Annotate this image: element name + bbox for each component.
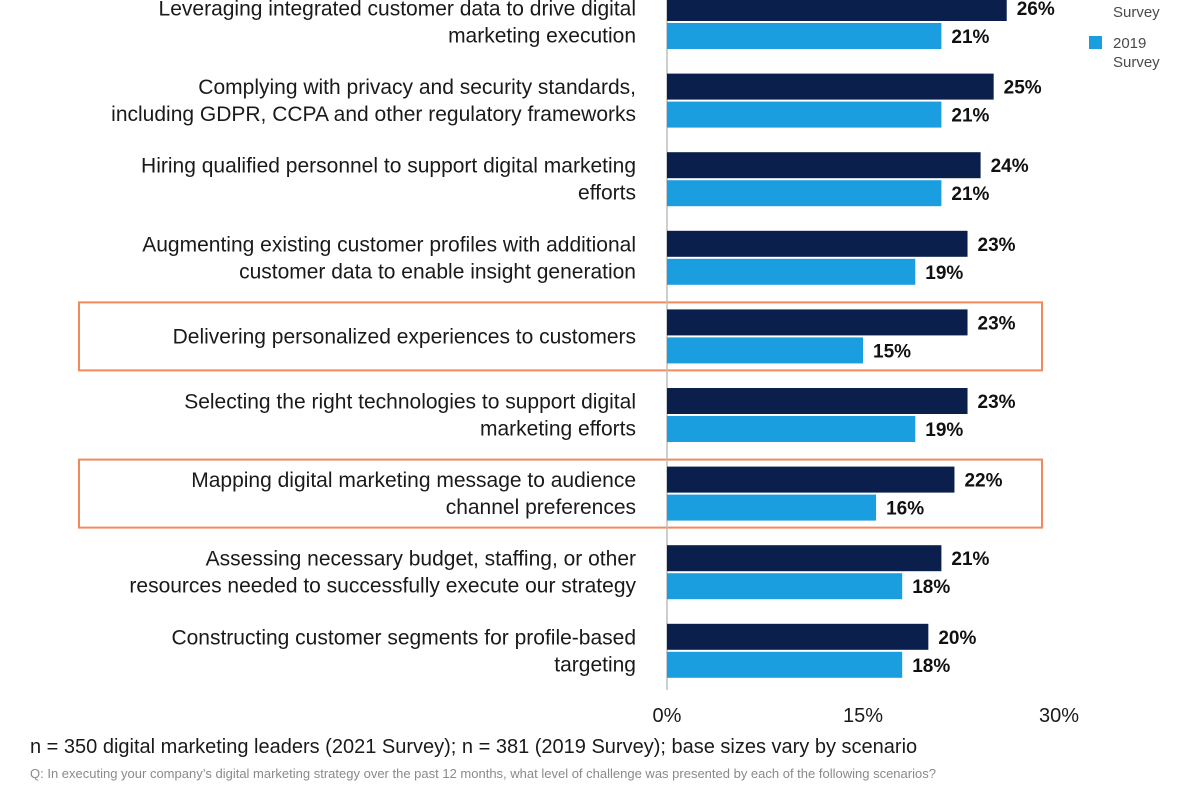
bar-2021 — [667, 623, 929, 650]
bar-2019 — [667, 337, 863, 364]
bar-2021 — [667, 545, 942, 572]
value-label-2019: 18% — [912, 577, 950, 598]
legend-label-2019: 2019 Survey — [1113, 35, 1160, 71]
category-label-line: including GDPR, CCPA and other regulator… — [111, 103, 636, 126]
bar-2021 — [667, 152, 981, 179]
value-label-2019: 21% — [951, 184, 989, 205]
category-label-line: customer data to enable insight generati… — [239, 260, 636, 283]
category-label: Complying with privacy and security stan… — [111, 76, 636, 126]
bar-2021 — [667, 73, 994, 100]
category-label-line: Selecting the right technologies to supp… — [184, 391, 636, 414]
value-label-2021: 20% — [938, 628, 976, 649]
value-label-2021: 26% — [1017, 0, 1055, 20]
value-label-2019: 19% — [925, 263, 963, 284]
category-label-line: Assessing necessary budget, staffing, or… — [206, 548, 636, 571]
value-label-2021: 23% — [978, 235, 1016, 256]
value-label-2019: 15% — [873, 341, 911, 362]
highlight-box — [78, 458, 1043, 529]
category-label-line: marketing efforts — [480, 418, 636, 441]
bar-2021 — [667, 466, 955, 493]
bar-2019 — [667, 573, 903, 600]
survey-question-note: Q: In executing your company’s digital m… — [30, 766, 936, 781]
legend-swatch-2019 — [1089, 36, 1102, 49]
category-label-line: resources needed to successfully execute… — [129, 575, 636, 598]
x-tick-label: 15% — [843, 705, 883, 727]
category-label-line: marketing execution — [448, 25, 636, 48]
value-label-2021: 22% — [964, 471, 1002, 492]
category-label: Assessing necessary budget, staffing, or… — [129, 548, 636, 598]
bar-2019 — [667, 494, 877, 521]
category-label: Leveraging integrated customer data to d… — [159, 0, 636, 48]
category-label-line: channel preferences — [446, 496, 636, 519]
category-label-line: Hiring qualified personnel to support di… — [141, 155, 636, 178]
value-label-2019: 21% — [951, 106, 989, 127]
category-label-line: Delivering personalized experiences to c… — [173, 325, 636, 348]
legend-label-line: 2019 — [1113, 35, 1146, 52]
bar-2021 — [667, 309, 968, 336]
bar-2019 — [667, 416, 916, 442]
value-label-2019: 19% — [925, 420, 963, 441]
value-label-2021: 25% — [1004, 78, 1042, 99]
sample-size-note: n = 350 digital marketing leaders (2021 … — [30, 736, 918, 758]
value-label-2019: 16% — [886, 499, 924, 520]
x-tick-label: 0% — [653, 705, 682, 727]
value-label-2021: 21% — [951, 549, 989, 570]
category-label: Delivering personalized experiences to c… — [173, 325, 636, 348]
category-label-line: targeting — [554, 653, 636, 676]
category-label-line: Leveraging integrated customer data to d… — [159, 0, 636, 21]
bar-2019 — [667, 101, 942, 128]
category-label: Mapping digital marketing message to aud… — [191, 469, 636, 519]
bar-2021 — [667, 230, 968, 257]
category-label: Augmenting existing customer profiles wi… — [142, 233, 636, 283]
value-label-2021: 23% — [978, 313, 1016, 334]
highlight-box — [78, 301, 1043, 372]
value-label-2021: 24% — [991, 156, 1029, 177]
category-label-line: Mapping digital marketing message to aud… — [191, 469, 636, 492]
x-tick-label: 30% — [1039, 705, 1079, 727]
category-label-line: Augmenting existing customer profiles wi… — [142, 233, 636, 256]
value-label-2019: 18% — [912, 656, 950, 677]
legend-label-line: Survey — [1113, 54, 1160, 71]
category-label: Constructing customer segments for profi… — [171, 626, 636, 676]
category-label: Hiring qualified personnel to support di… — [141, 155, 636, 205]
legend-label-2021: Survey — [1113, 4, 1160, 21]
bar-2019 — [667, 651, 903, 678]
bar-2019 — [667, 258, 916, 285]
bar-2019 — [667, 23, 942, 49]
value-label-2021: 23% — [978, 392, 1016, 413]
category-label-line: Complying with privacy and security stan… — [198, 76, 636, 99]
bar-2021 — [667, 0, 1007, 21]
category-label: Selecting the right technologies to supp… — [184, 391, 636, 441]
category-label-line: efforts — [578, 182, 636, 205]
bar-2021 — [667, 388, 968, 414]
category-label-line: Constructing customer segments for profi… — [171, 626, 636, 649]
bar-2019 — [667, 180, 942, 207]
value-label-2019: 21% — [951, 27, 989, 48]
bar-chart: Leveraging integrated customer data to d… — [78, 0, 1160, 727]
